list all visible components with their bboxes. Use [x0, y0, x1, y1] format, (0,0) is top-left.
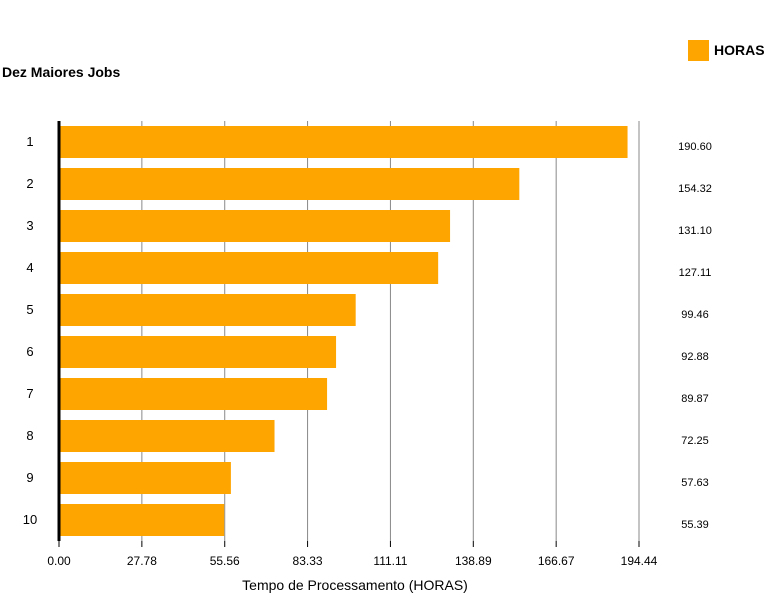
bar-value-label: 131.10 [678, 225, 712, 237]
bar [59, 420, 275, 452]
y-tick-label: 5 [26, 302, 33, 317]
bar [59, 168, 520, 200]
y-tick-label: 9 [26, 470, 33, 485]
bar [59, 462, 231, 494]
bar-value-label: 55.39 [681, 519, 709, 531]
y-tick-label: 1 [26, 134, 33, 149]
legend-label: HORAS [714, 42, 765, 58]
value-labels: 190.60 154.32 131.10 127.11 99.46 92.88 89.87 7… [678, 141, 712, 531]
x-tick-label: 27.78 [127, 554, 157, 568]
x-tick-label: 194.44 [621, 554, 658, 568]
bar [59, 210, 451, 242]
bar-value-label: 89.87 [681, 393, 709, 405]
bar [59, 126, 628, 158]
y-tick-label: 6 [26, 344, 33, 359]
bar [59, 336, 337, 368]
legend-swatch [688, 39, 709, 61]
legend: HORAS [688, 39, 765, 61]
bar-value-label: 72.25 [681, 435, 709, 447]
x-tick-label: 55.56 [210, 554, 240, 568]
bar [59, 252, 439, 284]
x-tick-label: 83.33 [293, 554, 323, 568]
bar-value-label: 154.32 [678, 183, 712, 195]
x-tick-label: 111.11 [373, 554, 407, 568]
x-tick-labels: 0.00 27.78 55.56 83.33 111.11 138.89 166.67 194… [47, 554, 657, 568]
y-tick-label: 8 [26, 428, 33, 443]
x-axis-title: Tempo de Processamento (HORAS) [242, 577, 468, 593]
x-tick-label: 0.00 [47, 554, 71, 568]
bar-value-label: 92.88 [681, 351, 709, 363]
x-tick-label: 166.67 [538, 554, 575, 568]
y-tick-label: 4 [26, 260, 33, 275]
y-tick-labels: 1 2 3 4 5 6 7 8 9 10 [23, 134, 37, 527]
y-tick-label: 2 [26, 176, 33, 191]
chart-title: Dez Maiores Jobs [2, 64, 121, 80]
bar [59, 294, 356, 326]
bar [59, 504, 225, 536]
bars [59, 126, 628, 536]
y-tick-label: 10 [23, 512, 37, 527]
bar-value-label: 190.60 [678, 141, 712, 153]
x-tick-label: 138.89 [455, 554, 492, 568]
bar-value-label: 99.46 [681, 309, 709, 321]
y-tick-label: 3 [26, 218, 33, 233]
y-tick-label: 7 [26, 386, 33, 401]
bar-value-label: 57.63 [681, 477, 709, 489]
bar [59, 378, 328, 410]
bar-value-label: 127.11 [679, 267, 712, 279]
